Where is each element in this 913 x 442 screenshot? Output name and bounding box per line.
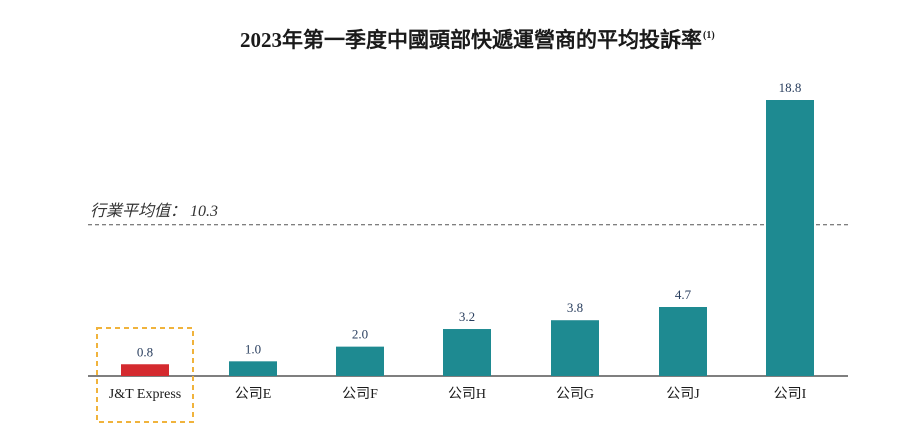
value-label-2: 2.0 (352, 327, 368, 342)
bar-1 (229, 361, 277, 376)
value-label-1: 1.0 (245, 341, 261, 356)
bar-6 (766, 100, 814, 376)
highlight-box (96, 327, 194, 423)
category-labels-group: J&T Express 公司E 公司F 公司H 公司G 公司J 公司I (109, 387, 807, 402)
bar-0 (121, 364, 169, 376)
category-label-0: J&T Express (109, 387, 181, 402)
category-label-4: 公司G (556, 387, 594, 402)
bar-2 (336, 346, 384, 376)
category-label-5: 公司J (666, 387, 700, 402)
category-label-1: 公司E (235, 387, 272, 402)
chart-title-note: (1) (703, 30, 715, 41)
value-label-3: 3.2 (459, 309, 475, 324)
bar-3 (443, 329, 491, 376)
value-label-4: 3.8 (567, 300, 583, 315)
industry-average-label: 行業平均值： 10.3 (90, 202, 218, 220)
chart-title: 2023年第一季度中國頭部快遞運營商的平均投訴率 (240, 28, 702, 52)
value-label-6: 18.8 (779, 80, 802, 95)
bar-5 (659, 307, 707, 376)
category-label-6: 公司I (774, 387, 807, 402)
bar-4 (551, 320, 599, 376)
category-label-2: 公司F (342, 387, 378, 402)
value-label-5: 4.7 (675, 287, 692, 302)
bars-group (96, 100, 814, 423)
value-label-0: 0.8 (137, 344, 153, 359)
value-labels-group: 0.8 1.0 2.0 3.2 3.8 4.7 18.8 (137, 80, 802, 359)
category-label-3: 公司H (448, 387, 486, 402)
